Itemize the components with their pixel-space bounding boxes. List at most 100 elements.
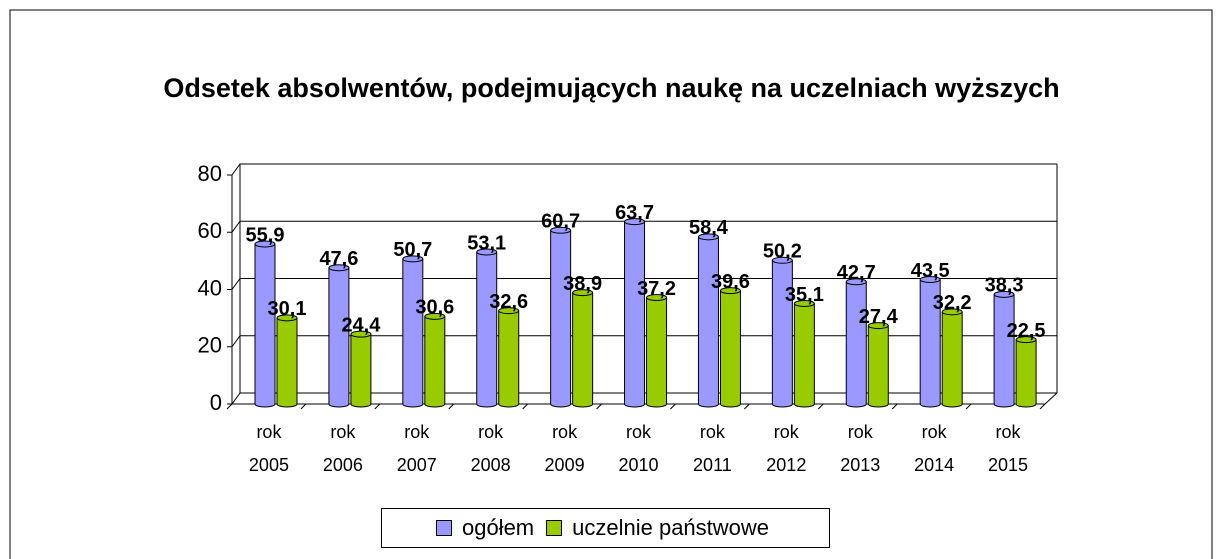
- bar-top: [941, 308, 963, 316]
- bar: [719, 290, 741, 408]
- y-tick-label: 80: [198, 161, 222, 186]
- bar: [476, 252, 498, 408]
- bar-top: [254, 240, 276, 248]
- bar: [993, 294, 1015, 408]
- bar: [793, 303, 815, 408]
- value-label: 43,5: [911, 260, 950, 282]
- value-label: 35,1: [785, 284, 824, 306]
- bar: [254, 243, 276, 408]
- x-tick-label: rok 2010: [618, 422, 659, 475]
- x-tick: [448, 403, 455, 410]
- x-tick-label: rok 2015: [988, 422, 1029, 475]
- x-tick-label: rok 2012: [766, 422, 807, 475]
- value-label: 39,6: [711, 271, 750, 293]
- x-tick: [891, 403, 898, 410]
- bar-top: [476, 248, 498, 256]
- y-tick-label: 60: [198, 218, 222, 243]
- x-tick: [817, 403, 824, 410]
- value-label: 50,2: [763, 241, 802, 263]
- value-label: 27,4: [859, 306, 899, 328]
- y-tick-label: 0: [210, 390, 222, 415]
- bar: [845, 281, 867, 408]
- bar-top: [276, 314, 298, 322]
- bar-top: [919, 275, 941, 283]
- bar: [424, 316, 446, 408]
- value-label: 30,6: [415, 297, 454, 319]
- bar: [572, 292, 594, 408]
- bar: [624, 221, 646, 408]
- bar-top: [572, 289, 594, 297]
- bar: [498, 310, 520, 408]
- bar-top: [498, 307, 520, 315]
- bar: [402, 258, 424, 408]
- bar-top: [550, 226, 572, 234]
- legend-swatch: [435, 520, 452, 536]
- legend-label: uczelnie państwowe: [572, 515, 770, 540]
- bar-top: [697, 233, 719, 241]
- bar: [1015, 339, 1037, 408]
- x-tick: [522, 403, 528, 410]
- value-label: 47,6: [319, 248, 358, 270]
- bar: [867, 325, 889, 408]
- bar-top: [771, 256, 793, 264]
- bar-top: [424, 312, 446, 320]
- x-tick: [596, 403, 602, 410]
- legend-label: ogółem: [461, 515, 535, 540]
- bar: [550, 230, 572, 408]
- bar-top: [845, 278, 867, 286]
- value-label: 32,2: [933, 292, 972, 314]
- bar: [328, 267, 350, 408]
- bar: [350, 334, 372, 408]
- x-tick: [300, 403, 307, 410]
- bar-top: [402, 255, 424, 263]
- bar: [919, 279, 941, 408]
- bar-top: [328, 264, 350, 272]
- bar: [697, 236, 719, 408]
- chart-title: Odsetek absolwentów, podejmujących naukę…: [163, 73, 1060, 103]
- legend-swatch: [546, 520, 563, 536]
- bar: [771, 260, 793, 408]
- x-tick-label: rok 2006: [322, 422, 363, 475]
- bar-top: [1015, 336, 1037, 344]
- chart-frame: [9, 9, 1213, 559]
- value-label: 60,7: [541, 211, 580, 233]
- value-label: 53,1: [467, 232, 506, 254]
- value-label: 55,9: [246, 224, 285, 246]
- value-label: 50,7: [393, 239, 432, 261]
- value-label: 38,3: [985, 275, 1024, 297]
- x-tick: [226, 403, 233, 410]
- value-label: 42,7: [837, 262, 876, 284]
- value-label: 24,4: [341, 314, 381, 336]
- value-label: 22,5: [1007, 320, 1046, 342]
- bar: [646, 297, 668, 408]
- bar: [941, 311, 963, 408]
- x-tick: [1039, 403, 1046, 410]
- value-label: 32,6: [489, 291, 528, 313]
- bar-top: [350, 330, 372, 338]
- x-tick-label: rok 2013: [840, 422, 881, 475]
- grid-line: [231, 220, 1057, 233]
- x-tick: [965, 403, 972, 410]
- x-tick-label: rok 2007: [396, 422, 437, 475]
- x-tick-label: rok 2011: [693, 422, 732, 475]
- grid-line: [231, 163, 1057, 176]
- bar-top: [719, 287, 741, 295]
- value-label: 58,4: [689, 217, 729, 239]
- x-tick: [374, 403, 381, 410]
- y-tick-label: 40: [198, 275, 222, 300]
- value-label: 63,7: [615, 202, 654, 224]
- value-label: 37,2: [637, 278, 676, 300]
- x-tick-label: rok 2009: [544, 422, 585, 475]
- y-tick-label: 20: [198, 333, 222, 358]
- bar-top: [993, 290, 1015, 298]
- bar-top: [624, 218, 646, 226]
- x-tick: [744, 403, 750, 410]
- x-tick-label: rok 2005: [248, 422, 289, 475]
- value-label: 38,9: [563, 273, 602, 295]
- legend: ogółem uczelnie państwowe: [381, 508, 830, 548]
- x-tick-label: rok 2008: [470, 422, 511, 475]
- bar: [276, 317, 298, 408]
- x-tick-label: rok 2014: [914, 422, 955, 475]
